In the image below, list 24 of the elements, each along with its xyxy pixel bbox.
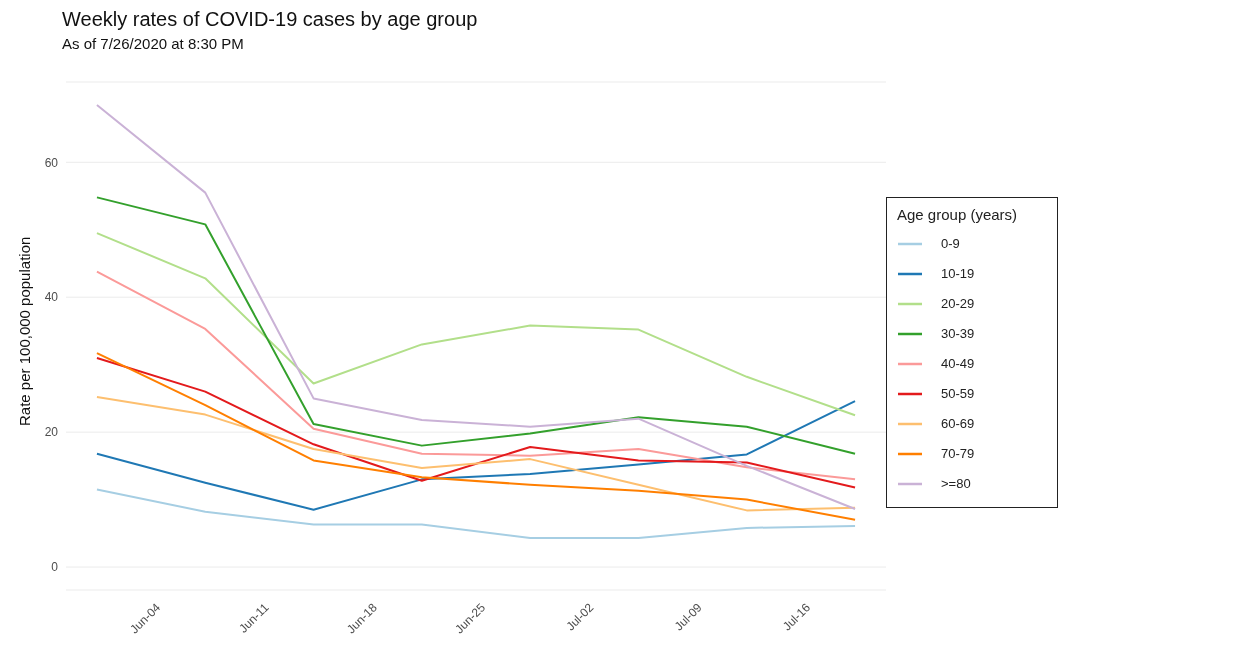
legend-label: 0-9: [941, 236, 960, 251]
chart-title: Weekly rates of COVID-19 cases by age group: [62, 8, 479, 31]
legend-label: 20-29: [941, 296, 975, 311]
line-series: [95, 352, 857, 521]
legend-label: 30-39: [941, 326, 975, 341]
legend-label: 60-69: [941, 416, 975, 431]
line-series: [95, 196, 857, 455]
legend-label: 10-19: [941, 266, 975, 281]
chart-subtitle: As of 7/26/2020 at 8:30 PM: [62, 35, 245, 52]
y-tick-label: 20: [44, 425, 59, 440]
line-series: [95, 270, 857, 481]
line-series: [95, 488, 857, 540]
legend-label: 70-79: [941, 446, 975, 461]
y-tick-label: 60: [44, 155, 59, 170]
line-series: [95, 232, 857, 417]
legend-label: >=80: [941, 476, 971, 491]
y-tick-label: 0: [51, 560, 59, 575]
legend-label: 40-49: [941, 356, 975, 371]
line-series: [95, 356, 857, 489]
line-series: [95, 103, 857, 511]
y-tick-label: 40: [44, 290, 59, 305]
legend-title: Age group (years): [897, 205, 1019, 223]
y-axis-title: Rate per 100,000 population: [16, 236, 34, 426]
legend-label: 50-59: [941, 386, 975, 401]
